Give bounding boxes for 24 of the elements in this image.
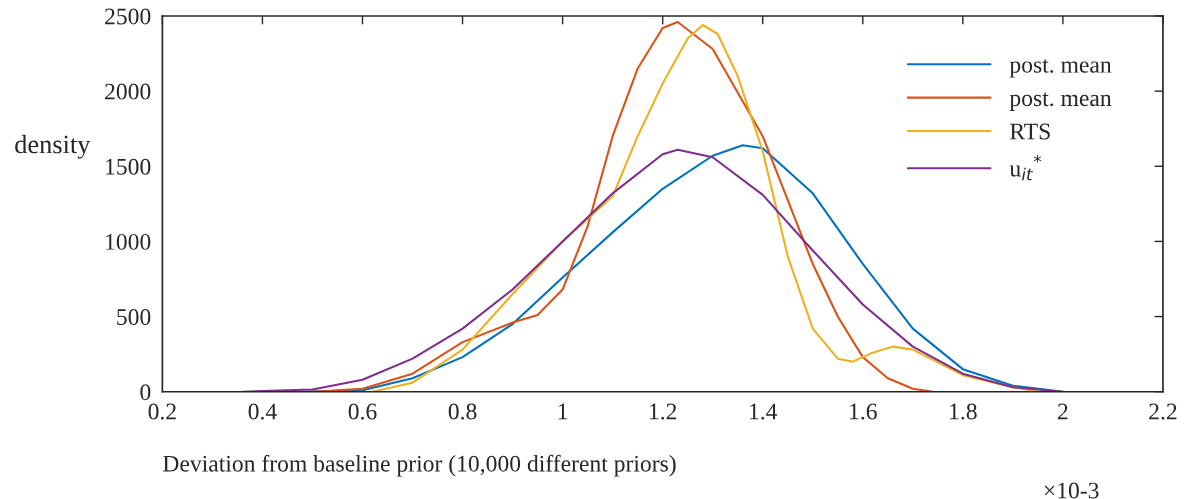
y-tick-label: 2500 <box>105 8 151 25</box>
x-tick-label: 0.2 <box>148 403 176 420</box>
x-tick-label: 2.2 <box>1149 403 1177 420</box>
x-tick-label: 1.4 <box>750 403 778 420</box>
x-tick-label: 0.8 <box>448 403 477 420</box>
y-tick-label: 500 <box>117 309 151 325</box>
x-tick-label: 1.8 <box>950 403 977 420</box>
y-tick-label: 2000 <box>105 83 151 100</box>
legend-label: RTS <box>1010 123 1050 140</box>
text: ×10-3 <box>1044 482 1099 499</box>
legend-label: post. mean <box>1009 92 1112 111</box>
x-tick-label: 2 <box>1058 403 1068 420</box>
legend-label: post. mean <box>1009 59 1112 78</box>
y-axis-title: density <box>15 134 91 159</box>
x-tick-label: 0.4 <box>248 403 277 420</box>
legend-label: u$_{it}$$^{*}$ <box>1009 155 1042 181</box>
x-tick-label: 0.6 <box>348 403 377 420</box>
y-tick-label: 1500 <box>106 158 151 175</box>
x-tick-label: 1 <box>558 403 568 420</box>
x-axis-title: Deviation from baseline prior (10,000 different priors) <box>163 454 676 477</box>
y-tick-label: 0 <box>140 384 151 401</box>
y-tick-label: 1000 <box>106 233 151 250</box>
x-tick-label: 1.2 <box>649 403 677 420</box>
x-tick-label: 1.6 <box>850 403 877 420</box>
